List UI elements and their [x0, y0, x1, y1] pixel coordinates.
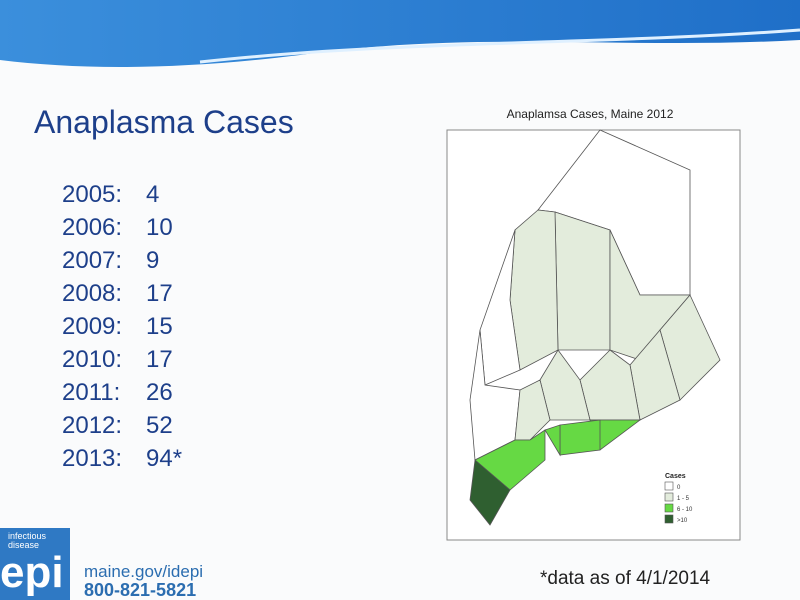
county: [559, 419, 601, 456]
legend-swatch: [664, 503, 674, 513]
case-year: 2005:: [62, 181, 123, 208]
legend-swatch: [664, 492, 674, 502]
case-count: 15: [146, 313, 173, 340]
case-count: 94*: [146, 445, 183, 472]
county: [514, 379, 551, 441]
case-year: 2012:: [62, 412, 123, 439]
case-row: 2009: 15: [62, 310, 182, 343]
case-year: 2006:: [62, 214, 123, 241]
case-row: 2013: 94*: [62, 442, 182, 475]
map-title: Anaplamsa Cases, Maine 2012: [507, 107, 674, 121]
case-count: 17: [146, 280, 173, 307]
case-row: 2012: 52: [62, 409, 182, 442]
case-row: 2006: 10: [62, 211, 182, 244]
county: [539, 349, 591, 421]
legend-swatch: [664, 514, 674, 524]
case-row: 2005: 4: [62, 178, 182, 211]
footnote: *data as of 4/1/2014: [540, 568, 711, 589]
case-row: 2011: 26: [62, 376, 182, 409]
county: [554, 211, 611, 351]
case-list: 2005: 4 2006: 10 2007: 9 2008: 17 2009: 15 2010: 17…: [62, 178, 182, 475]
logo-word: epi: [0, 548, 64, 597]
case-year: 2013:: [62, 445, 123, 472]
swoosh-line: [199, 28, 800, 64]
case-row: 2008: 17: [62, 277, 182, 310]
legend-swatch: [664, 481, 674, 491]
case-count: 52: [146, 412, 173, 439]
map: Anaplamsa Cases, Maine 2012 Cases 0 1 - 5…: [446, 107, 741, 541]
county: [544, 424, 561, 457]
legend-label: 0: [677, 485, 681, 491]
county: [509, 209, 559, 371]
county: [479, 229, 521, 386]
case-row: 2007: 9: [62, 244, 182, 277]
logo-tagline: infectious disease: [8, 531, 47, 550]
case-row: 2010: 17: [62, 343, 182, 376]
case-year: 2010:: [62, 346, 123, 373]
case-count: 17: [146, 346, 173, 373]
case-year: 2009:: [62, 313, 123, 340]
header-swoosh: [0, 0, 800, 67]
case-year: 2007:: [62, 247, 123, 274]
legend-label: 1 - 5: [677, 496, 690, 502]
legend-label: 6 - 10: [677, 507, 693, 513]
counties: [469, 129, 721, 526]
logo-url: maine.gov/idepi: [84, 562, 204, 581]
case-count: 26: [146, 379, 173, 406]
county: [469, 459, 511, 526]
case-year: 2011:: [62, 379, 121, 406]
slide-title: Anaplasma Cases: [34, 104, 294, 140]
logo-phone: 800-821-5821: [84, 580, 197, 600]
case-year: 2008:: [62, 280, 123, 307]
case-count: 9: [146, 247, 160, 274]
legend: Cases 0 1 - 5 6 - 10 >10: [664, 473, 693, 524]
case-count: 4: [146, 181, 160, 208]
logo-box: [0, 528, 70, 600]
legend-label: >10: [677, 518, 688, 524]
case-count: 10: [146, 214, 173, 241]
legend-title: Cases: [665, 473, 686, 480]
